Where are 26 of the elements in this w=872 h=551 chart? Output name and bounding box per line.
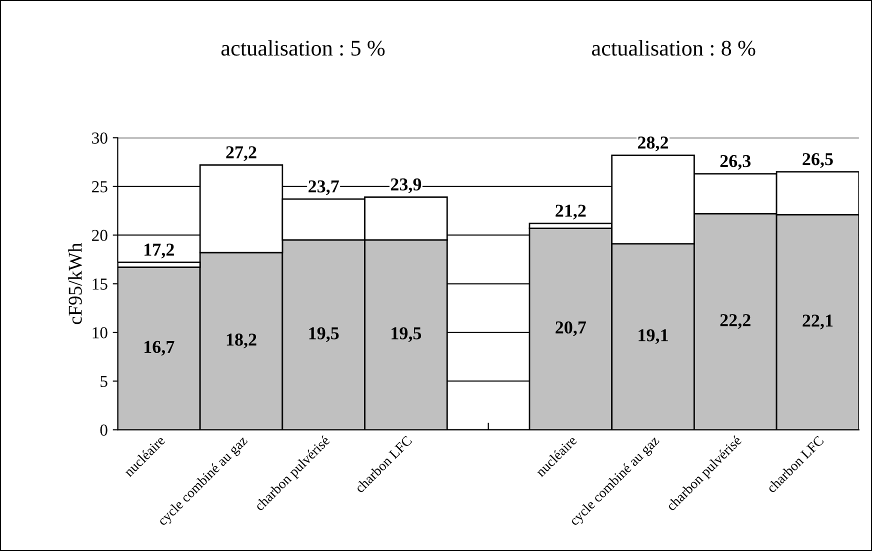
y-tick-label: 10 [92,327,108,338]
data-label: 19,5 [392,327,422,342]
data-label: 22,2 [720,314,750,329]
y-axis-title: cF95/kWh [68,242,82,324]
total-label: 23,9 [390,178,422,194]
text: actualisation : 8 % [592,40,756,56]
total-label: 21,2 [556,204,586,220]
total-label: 17,2 [144,244,174,258]
data-label: 20,7 [556,321,586,336]
data-label: 19,5 [309,327,339,342]
y-tick-label: 20 [92,230,108,242]
y-tick-label: 15 [92,278,108,290]
data-label: 19,1 [638,329,668,344]
y-tick-label: 5 [100,376,108,388]
total-label: 23,7 [308,180,339,196]
data-label: 16,7 [144,340,174,356]
total-label: 26,3 [720,155,751,170]
data-label: 22,1 [802,314,833,330]
y-tick-label: 0 [100,424,108,436]
text: actualisation : 5 % [221,40,385,56]
y-tick-label: 25 [92,181,108,192]
data-label: 18,2 [226,334,256,348]
total-label: 28,2 [638,136,668,152]
total-label: 27,2 [226,146,256,162]
total-label: 26,5 [802,153,833,168]
y-tick-label: 30 [92,132,108,144]
